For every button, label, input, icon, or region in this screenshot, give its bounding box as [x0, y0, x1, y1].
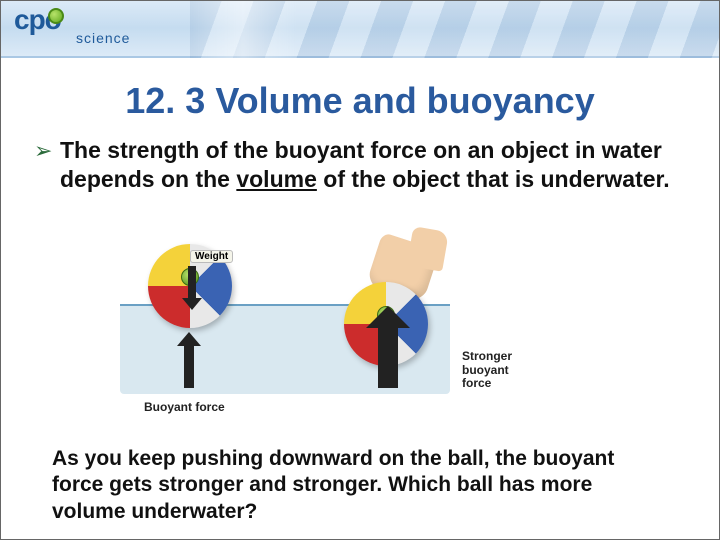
bottom-question: As you keep pushing downward on the ball… — [52, 446, 668, 525]
bullet-post: of the object that is underwater. — [317, 166, 670, 192]
slide-title: 12. 3 Volume and buoyancy — [0, 80, 720, 122]
sbf-line1: Stronger — [462, 349, 512, 363]
bullet-underlined: volume — [236, 166, 317, 192]
stronger-buoyant-force-label: Stronger buoyant force — [462, 350, 512, 390]
bullet-arrow-icon: ➢ — [34, 138, 52, 164]
logo-mark: cpo science — [14, 6, 102, 48]
header-art — [190, 0, 720, 58]
buoyant-arrow-small-icon — [184, 344, 194, 388]
logo: cpo science — [14, 6, 102, 48]
buoyant-force-label: Buoyant force — [144, 400, 225, 414]
bullet-text: The strength of the buoyant force on an … — [34, 136, 686, 194]
weight-label: Weight — [190, 250, 233, 263]
bullet-block: ➢ The strength of the buoyant force on a… — [34, 136, 686, 194]
buoyancy-diagram: Weight Buoyant force Stronger buoyant fo… — [120, 238, 590, 416]
logo-text-sub: science — [76, 30, 102, 46]
sbf-line2: buoyant — [462, 363, 509, 377]
weight-arrow-icon — [188, 266, 196, 300]
sbf-line3: force — [462, 376, 491, 390]
buoyant-arrow-big-icon — [378, 324, 398, 388]
logo-ball — [48, 8, 64, 24]
